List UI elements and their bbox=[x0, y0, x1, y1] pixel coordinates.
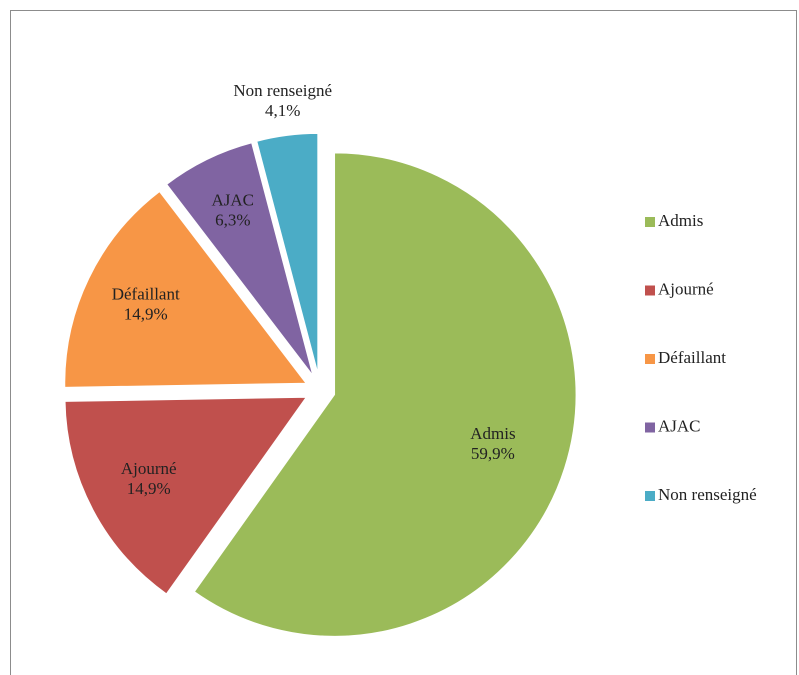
chart-frame bbox=[10, 10, 797, 675]
legend-label: Défaillant bbox=[658, 348, 726, 367]
legend-label: AJAC bbox=[658, 416, 701, 435]
slice-label-name: Défaillant bbox=[112, 285, 180, 304]
pie-slice bbox=[255, 132, 319, 376]
legend-swatch bbox=[645, 217, 655, 227]
legend-swatch bbox=[645, 422, 655, 433]
pie-slice bbox=[165, 141, 315, 377]
pie-slice bbox=[192, 151, 578, 638]
legend-label: Non renseigné bbox=[658, 485, 757, 504]
slice-label-name: Ajourné bbox=[121, 459, 177, 478]
slice-label-value: 59,9% bbox=[471, 444, 515, 463]
slice-label-name: AJAC bbox=[212, 191, 255, 210]
legend-swatch bbox=[645, 285, 655, 296]
legend-label: Admis bbox=[658, 211, 703, 230]
legend-label: Ajourné bbox=[658, 279, 714, 298]
slice-label-value: 6,3% bbox=[215, 211, 250, 230]
slice-label-value: 14,9% bbox=[124, 305, 168, 324]
pie-slice bbox=[63, 190, 308, 389]
slice-label-value: 4,1% bbox=[265, 101, 300, 120]
legend-swatch bbox=[645, 354, 655, 364]
slice-label-name: Non renseigné bbox=[233, 81, 332, 100]
pie-slice bbox=[64, 396, 309, 596]
slice-label-value: 14,9% bbox=[127, 479, 171, 498]
legend-swatch bbox=[645, 491, 655, 501]
slice-label-name: Admis bbox=[470, 424, 515, 443]
